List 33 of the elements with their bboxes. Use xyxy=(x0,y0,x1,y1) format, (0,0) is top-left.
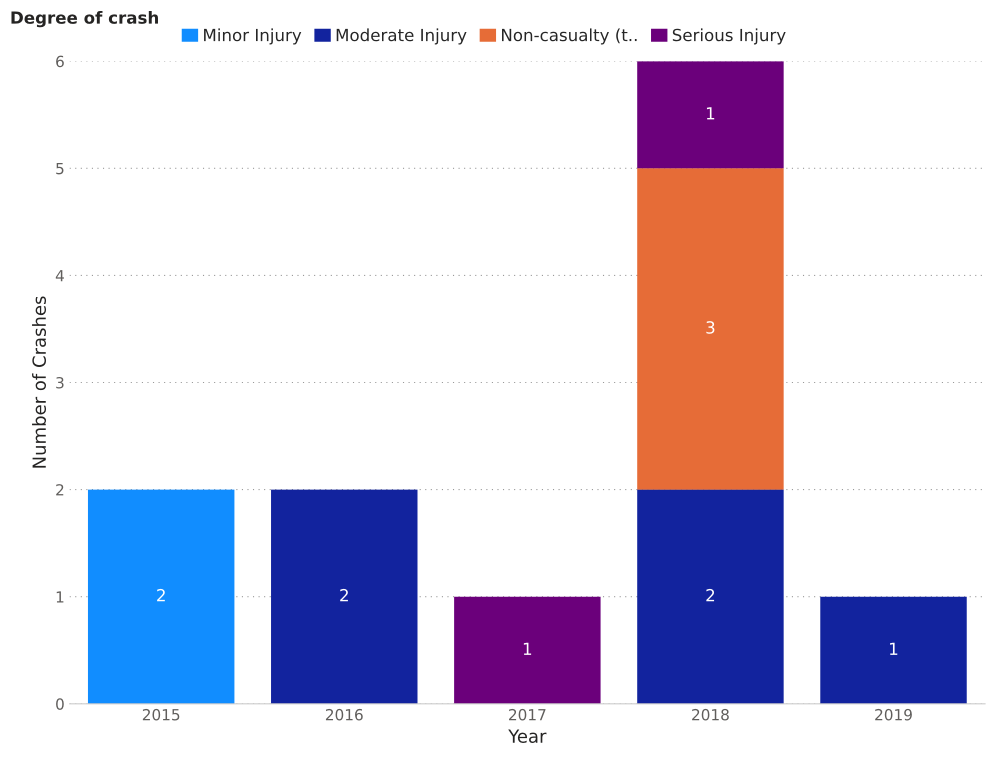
bar xyxy=(88,490,234,704)
legend-label: Serious Injury xyxy=(672,28,786,45)
legend-title: Degree of crash xyxy=(11,10,158,28)
data-label: 1 xyxy=(524,642,532,655)
legend-label: Non-casualty (t.. xyxy=(502,28,637,45)
data-label: 2 xyxy=(157,588,165,602)
bar xyxy=(454,596,601,704)
y-tick-label: 6 xyxy=(56,56,64,68)
data-label: 1 xyxy=(890,642,898,655)
x-tick-label: 2016 xyxy=(326,708,363,720)
y-tick-label: 4 xyxy=(56,270,64,282)
x-tick-label: 2019 xyxy=(875,708,912,720)
legend-label: Minor Injury xyxy=(204,28,302,45)
y-axis-title: Number of Crashes xyxy=(32,296,46,468)
y-tick-label: 5 xyxy=(56,162,64,174)
bar xyxy=(637,168,784,490)
bar xyxy=(637,61,784,168)
data-label: 2 xyxy=(340,588,348,602)
x-tick-label: 2017 xyxy=(509,708,546,720)
bar xyxy=(271,490,418,704)
data-label: 1 xyxy=(706,107,714,120)
data-label: 3 xyxy=(706,321,714,334)
x-axis-title: Year xyxy=(508,730,546,743)
y-tick-label: 0 xyxy=(56,698,64,710)
data-label: 2 xyxy=(706,588,714,602)
legend-label: Moderate Injury xyxy=(336,28,467,45)
bar xyxy=(637,490,784,704)
y-tick-label: 1 xyxy=(56,591,64,603)
x-tick-label: 2018 xyxy=(692,708,729,720)
y-tick-label: 3 xyxy=(56,376,64,389)
y-tick-label: 2 xyxy=(56,484,64,496)
bar xyxy=(820,596,967,704)
x-tick-label: 2015 xyxy=(142,708,180,720)
